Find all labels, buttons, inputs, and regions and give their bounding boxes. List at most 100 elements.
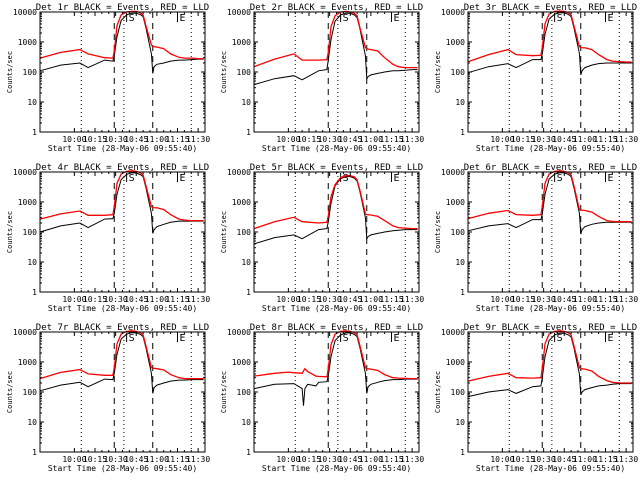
y-tick-label: 10 xyxy=(455,258,465,267)
y-tick-label: 10000 xyxy=(441,328,465,337)
x-tick-label: 11:30 xyxy=(614,135,638,144)
x-tick-label: 10:00 xyxy=(276,135,300,144)
series-line-events xyxy=(467,172,632,235)
y-tick-label: 1 xyxy=(246,288,251,297)
x-tick-label: 11:00 xyxy=(145,455,169,464)
x-tick-label: 10:45 xyxy=(124,135,148,144)
x-tick-label: 10:15 xyxy=(511,295,535,304)
panel-title: Det 5r BLACK = Events, RED = LLD xyxy=(250,163,423,173)
x-tick-label: 11:00 xyxy=(573,135,597,144)
x-tick-label: 10:15 xyxy=(83,455,107,464)
x-tick-label: 11:15 xyxy=(165,135,189,144)
detector-panel-8: S E11010010001000010:0010:1510:3010:4511:… xyxy=(220,323,424,473)
detector-panel-7: S E11010010001000010:0010:1510:3010:4511:… xyxy=(6,323,210,473)
panel-title: Det 2r BLACK = Events, RED = LLD xyxy=(250,3,423,13)
y-tick-label: 10 xyxy=(455,418,465,427)
flag-label: S xyxy=(343,13,349,24)
y-tick-label: 1000 xyxy=(232,198,251,207)
flag-label: E xyxy=(608,13,614,24)
x-tick-label: 11:00 xyxy=(359,295,383,304)
panel-title: Det 3r BLACK = Events, RED = LLD xyxy=(464,3,637,13)
series-line-lld xyxy=(39,170,204,222)
series-line-lld xyxy=(39,10,204,60)
x-tick-label: 10:30 xyxy=(104,135,128,144)
detector-panel-5: S E11010010001000010:0010:1510:3010:4511:… xyxy=(220,163,424,313)
panel-title: Det 7r BLACK = Events, RED = LLD xyxy=(36,323,209,333)
x-tick-label: 11:30 xyxy=(186,455,210,464)
series-line-events xyxy=(253,12,418,86)
y-axis-label: Counts/sec xyxy=(220,211,228,253)
y-tick-label: 1000 xyxy=(446,198,465,207)
flag-label: S xyxy=(557,13,563,24)
plot-frame xyxy=(253,171,420,293)
x-tick-label: 10:45 xyxy=(552,455,576,464)
x-tick-label: 10:30 xyxy=(532,295,556,304)
x-tick-label: 11:00 xyxy=(145,135,169,144)
x-tick-label: 11:00 xyxy=(573,295,597,304)
series-line-events xyxy=(253,332,418,406)
x-tick-label: 11:15 xyxy=(593,135,617,144)
x-axis-label: Start Time (28-May-06 09:55:40) xyxy=(476,464,625,473)
y-tick-label: 1 xyxy=(460,128,465,137)
flag-label: S xyxy=(557,173,563,184)
x-tick-label: 10:15 xyxy=(297,455,321,464)
x-tick-label: 10:15 xyxy=(83,295,107,304)
y-tick-label: 10 xyxy=(241,98,251,107)
y-tick-label: 10000 xyxy=(441,168,465,177)
x-tick-label: 10:15 xyxy=(297,295,321,304)
detector-panel-4: S E11010010001000010:0010:1510:3010:4511:… xyxy=(6,163,210,313)
x-axis-label: Start Time (28-May-06 09:55:40) xyxy=(48,144,197,153)
x-tick-label: 10:30 xyxy=(318,295,342,304)
x-axis-label: Start Time (28-May-06 09:55:40) xyxy=(48,464,197,473)
series-line-lld xyxy=(253,330,418,380)
x-tick-label: 10:00 xyxy=(62,295,86,304)
x-tick-label: 10:00 xyxy=(62,135,86,144)
x-tick-label: 10:00 xyxy=(276,455,300,464)
x-tick-label: 10:45 xyxy=(124,455,148,464)
x-tick-label: 10:00 xyxy=(490,455,514,464)
x-tick-label: 10:00 xyxy=(276,295,300,304)
x-tick-label: 11:15 xyxy=(165,455,189,464)
flag-label: E xyxy=(180,13,186,24)
panel-title: Det 8r BLACK = Events, RED = LLD xyxy=(250,323,423,333)
y-tick-label: 10000 xyxy=(13,168,37,177)
flag-label: S xyxy=(343,333,349,344)
x-tick-label: 11:15 xyxy=(379,455,403,464)
x-tick-label: 11:30 xyxy=(400,455,424,464)
flag-label: S xyxy=(557,333,563,344)
x-tick-label: 10:30 xyxy=(104,295,128,304)
series-line-lld xyxy=(253,175,418,230)
x-tick-label: 10:30 xyxy=(318,455,342,464)
flag-label: E xyxy=(180,333,186,344)
flag-label: S xyxy=(129,333,135,344)
y-tick-label: 1000 xyxy=(18,198,37,207)
x-tick-label: 11:15 xyxy=(379,135,403,144)
plot-frame xyxy=(467,331,634,453)
series-line-events xyxy=(467,12,632,76)
plot-frame xyxy=(253,11,420,133)
x-tick-label: 11:15 xyxy=(593,455,617,464)
y-axis-label: Counts/sec xyxy=(220,51,228,93)
y-tick-label: 1000 xyxy=(446,38,465,47)
y-tick-label: 1 xyxy=(32,288,37,297)
y-tick-label: 100 xyxy=(23,228,38,237)
y-tick-label: 100 xyxy=(451,388,466,397)
x-tick-label: 10:45 xyxy=(124,295,148,304)
y-tick-label: 100 xyxy=(23,388,38,397)
y-tick-label: 10 xyxy=(241,258,251,267)
x-tick-label: 11:00 xyxy=(145,295,169,304)
y-tick-label: 1 xyxy=(460,448,465,457)
x-tick-label: 11:15 xyxy=(379,295,403,304)
y-tick-label: 10000 xyxy=(227,168,251,177)
y-tick-label: 1 xyxy=(460,288,465,297)
x-axis-label: Start Time (28-May-06 09:55:40) xyxy=(262,464,411,473)
x-tick-label: 10:00 xyxy=(490,135,514,144)
x-tick-label: 11:00 xyxy=(573,455,597,464)
y-tick-label: 10 xyxy=(27,98,37,107)
series-line-lld xyxy=(467,330,632,384)
x-tick-label: 10:45 xyxy=(552,135,576,144)
x-axis-label: Start Time (28-May-06 09:55:40) xyxy=(476,304,625,313)
x-tick-label: 10:30 xyxy=(532,135,556,144)
flag-label: E xyxy=(608,333,614,344)
